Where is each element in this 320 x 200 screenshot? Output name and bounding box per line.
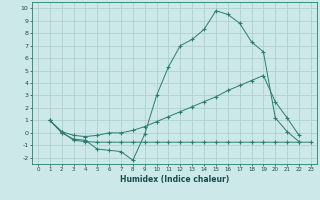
X-axis label: Humidex (Indice chaleur): Humidex (Indice chaleur) [120,175,229,184]
